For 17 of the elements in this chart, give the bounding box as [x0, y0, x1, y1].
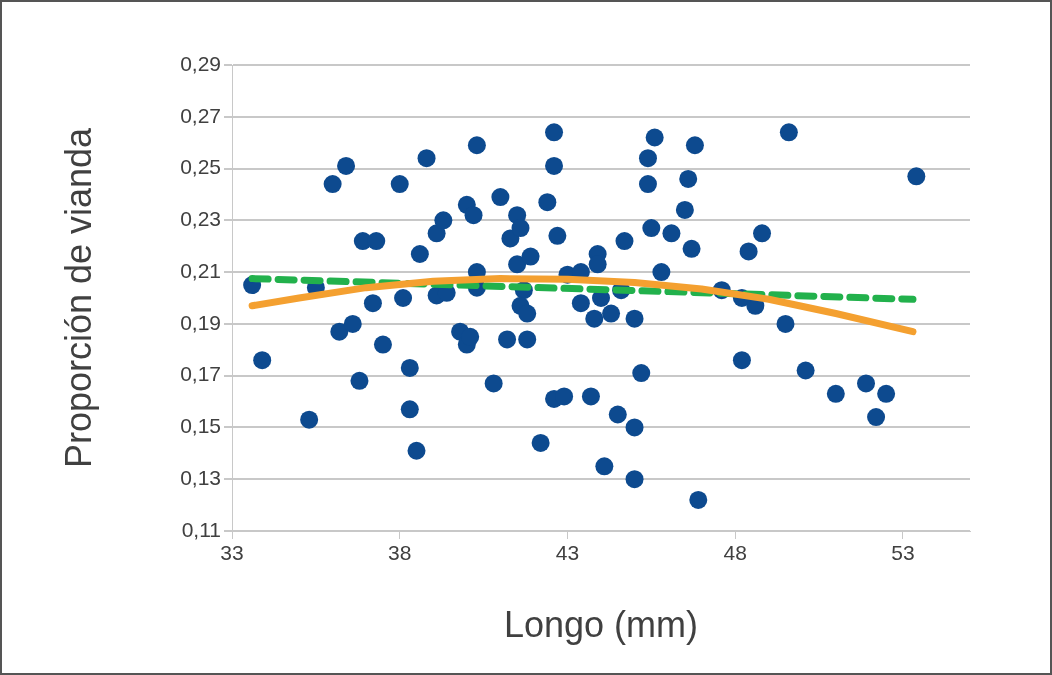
y-tick-label: 0,29: [180, 51, 221, 75]
y-tick-label: 0,23: [180, 207, 221, 231]
y-tick-label: 0,13: [180, 466, 221, 490]
x-tick-label: 38: [388, 541, 412, 565]
y-tick-label: 0,15: [180, 414, 221, 438]
y-tick-label: 0,17: [180, 362, 221, 386]
y-axis-title: Proporción de vianda: [57, 126, 99, 469]
x-tick-label: 48: [723, 541, 747, 565]
x-tick-label: 43: [555, 541, 580, 565]
y-tick-label: 0,11: [181, 517, 221, 541]
y-tick-label: 0,25: [180, 155, 221, 179]
y-tick-label: 0,27: [180, 103, 221, 127]
x-axis-title: Longo (mm): [503, 604, 699, 646]
y-tick-label: 0,21: [180, 258, 221, 282]
x-tick-label: 33: [220, 541, 244, 565]
y-tick-label: 0,19: [180, 310, 221, 334]
x-tick-label: 53: [891, 541, 915, 565]
